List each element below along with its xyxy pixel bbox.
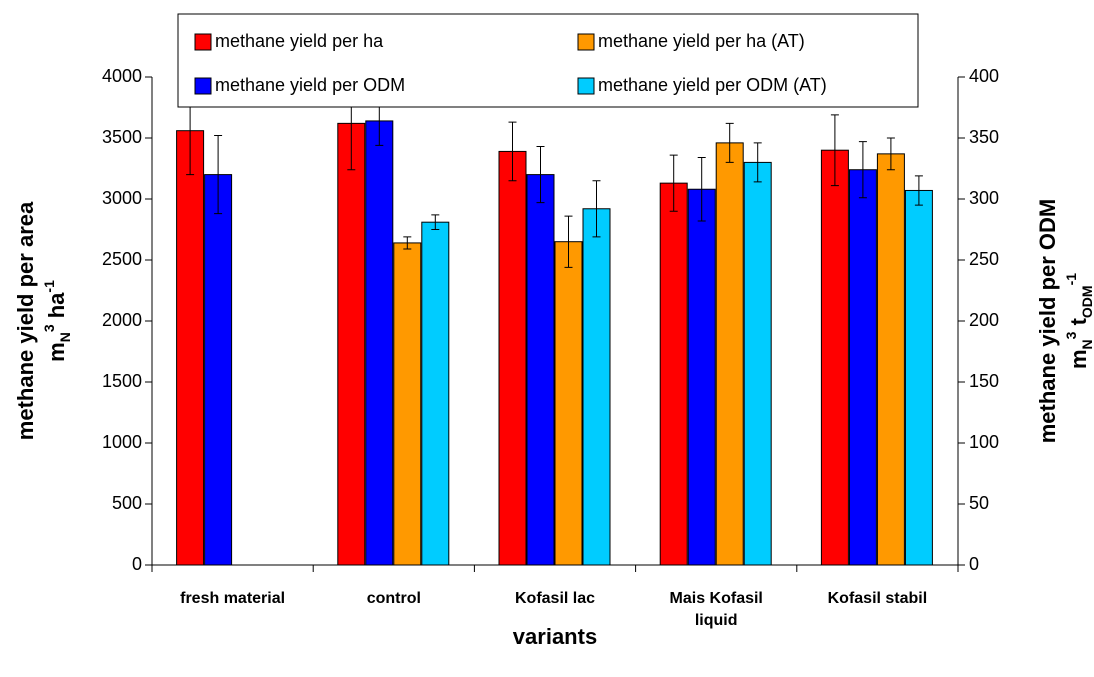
y2-tick-label: 0 xyxy=(969,554,979,574)
y2-tick-label: 200 xyxy=(969,310,999,330)
x-axis-label: variants xyxy=(513,624,597,649)
y-tick-label: 1500 xyxy=(102,371,142,391)
legend-label: methane yield per ha (AT) xyxy=(598,31,805,51)
bar xyxy=(337,122,366,566)
bar xyxy=(365,120,394,566)
legend-box xyxy=(177,13,919,108)
y-tick-label: 0 xyxy=(132,554,142,574)
x-tick-label: Kofasil stabil xyxy=(828,590,928,607)
y2-tick-label: 50 xyxy=(969,493,989,513)
bar xyxy=(421,221,450,566)
bar xyxy=(393,242,422,566)
bar xyxy=(582,208,611,566)
bar xyxy=(204,174,233,566)
error-bar xyxy=(886,137,895,171)
error-bar xyxy=(830,114,839,187)
bar xyxy=(848,169,877,566)
y-tick-label: 3500 xyxy=(102,127,142,147)
y2-axis-label: methane yield per ODM xyxy=(1035,199,1060,444)
bar xyxy=(715,142,744,566)
y2-axis-unit-part: 3 xyxy=(1063,331,1079,339)
error-bar xyxy=(431,214,440,230)
error-bar xyxy=(592,180,601,238)
error-bar xyxy=(536,146,545,204)
y2-tick-label: 150 xyxy=(969,371,999,391)
x-tick-label: control xyxy=(367,590,421,607)
y-axis-unit-part: -1 xyxy=(41,280,57,293)
bar xyxy=(687,188,716,566)
y-tick-label: 1000 xyxy=(102,432,142,452)
error-bar xyxy=(753,142,762,183)
bar xyxy=(743,161,772,566)
y2-tick-label: 100 xyxy=(969,432,999,452)
bar xyxy=(498,150,527,566)
error-bar xyxy=(914,175,923,206)
y2-axis-unit-part: t xyxy=(1066,317,1091,331)
y-tick-label: 2500 xyxy=(102,249,142,269)
bar xyxy=(554,241,583,566)
error-bar xyxy=(858,141,867,199)
y-axis-unit-part: ha xyxy=(44,292,69,325)
x-tick-label: Mais Kofasil xyxy=(670,590,763,607)
y2-axis-unit-part: m xyxy=(1066,349,1091,369)
error-bar xyxy=(725,122,734,163)
bar xyxy=(876,153,905,566)
y-axis-unit-part: m xyxy=(44,342,69,362)
y-tick-label: 4000 xyxy=(102,66,142,86)
y2-axis-unit-part: ODM xyxy=(1079,285,1094,318)
error-bar xyxy=(403,236,412,250)
y2-tick-label: 300 xyxy=(969,188,999,208)
error-bar xyxy=(697,157,706,222)
error-bar xyxy=(669,154,678,212)
y2-axis-unit-part: N xyxy=(1079,339,1094,349)
legend-label: methane yield per ha xyxy=(215,31,384,51)
legend-label: methane yield per ODM (AT) xyxy=(598,75,827,95)
y-tick-label: 500 xyxy=(112,493,142,513)
error-bar xyxy=(564,215,573,268)
legend-label: methane yield per ODM xyxy=(215,75,405,95)
bar xyxy=(659,182,688,566)
y2-tick-label: 350 xyxy=(969,127,999,147)
x-tick-label: fresh material xyxy=(180,590,285,607)
y-axis-label: methane yield per area xyxy=(13,201,38,440)
bar xyxy=(526,174,555,566)
y-tick-label: 3000 xyxy=(102,188,142,208)
error-bar xyxy=(508,121,517,182)
bar xyxy=(904,189,933,566)
legend-swatch xyxy=(194,77,212,95)
x-tick-label: Kofasil lac xyxy=(515,590,595,607)
y-axis-unit-part: 3 xyxy=(41,324,57,332)
y-axis-unit: mN3 ha-1 xyxy=(41,280,73,362)
legend-swatch xyxy=(577,77,595,95)
x-tick-label: liquid xyxy=(695,612,738,629)
y-axis-unit-part: N xyxy=(57,332,73,342)
error-bar xyxy=(214,135,223,215)
legend-swatch xyxy=(577,33,595,51)
y2-axis-unit-part: -1 xyxy=(1063,273,1079,286)
legend-swatch xyxy=(194,33,212,51)
bar xyxy=(176,130,205,566)
y2-tick-label: 400 xyxy=(969,66,999,86)
y2-axis-unit: mN3 tODM-1 xyxy=(1063,273,1094,369)
bar xyxy=(820,149,849,566)
y2-tick-label: 250 xyxy=(969,249,999,269)
y-tick-label: 2000 xyxy=(102,310,142,330)
